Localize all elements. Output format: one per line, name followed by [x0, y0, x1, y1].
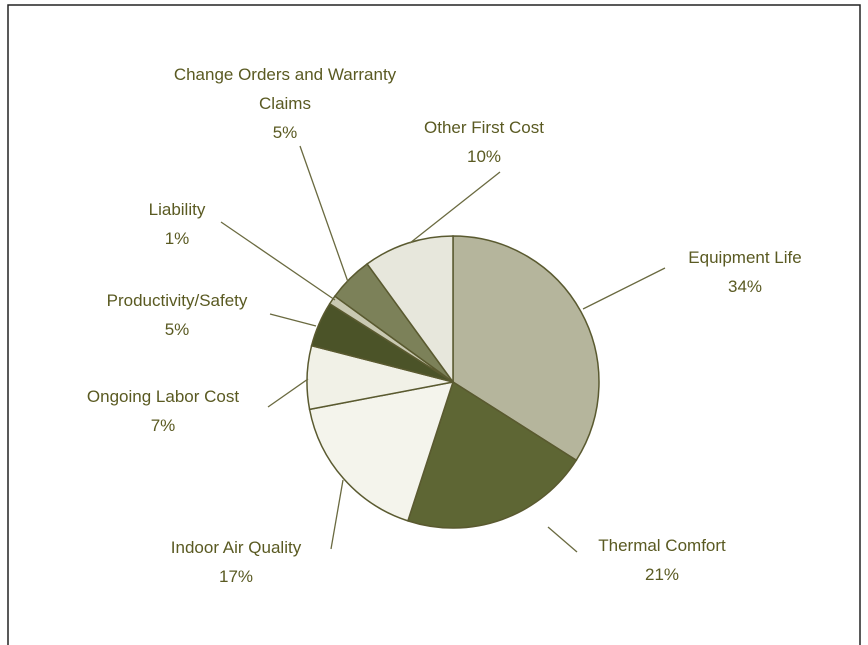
- category-label: Thermal Comfort: [598, 536, 726, 555]
- value-label: 17%: [218, 567, 254, 586]
- leader-line: [409, 171, 501, 244]
- value-label: 21%: [644, 565, 680, 584]
- category-label: Other First Cost: [424, 118, 544, 137]
- category-label: Productivity/Safety: [106, 291, 248, 310]
- slice: [366, 235, 454, 385]
- category-label: Indoor Air Quality: [170, 538, 302, 557]
- slice: [308, 381, 455, 522]
- leader-line: [267, 378, 309, 408]
- value-label: 1%: [164, 229, 190, 248]
- slice-label: Equipment Life 34%: [645, 243, 845, 301]
- leader-line: [299, 145, 349, 283]
- frame: [7, 4, 861, 645]
- slice-label: Other First Cost 10%: [384, 113, 584, 171]
- slice: [406, 380, 578, 529]
- value-label: 7%: [150, 416, 176, 435]
- category-label: Liability: [148, 200, 206, 219]
- leader-line: [330, 479, 344, 550]
- slice-label: Liability 1%: [117, 195, 237, 253]
- slice: [452, 235, 600, 462]
- leader-line: [582, 267, 666, 310]
- slice-label: Change Orders and Warranty Claims 5%: [170, 60, 400, 147]
- value-label: 34%: [727, 277, 763, 296]
- value-label: 5%: [164, 320, 190, 339]
- leader-line: [269, 313, 317, 327]
- category-label: Equipment Life: [688, 248, 802, 267]
- slice-label: Thermal Comfort 21%: [562, 531, 762, 589]
- value-label: 5%: [272, 123, 298, 142]
- slice-label: Productivity/Safety 5%: [67, 286, 287, 344]
- leader-line: [547, 526, 578, 553]
- category-label: Change Orders and Warranty Claims: [173, 65, 397, 113]
- slice-label: Ongoing Labor Cost 7%: [53, 382, 273, 440]
- slice-label: Indoor Air Quality 17%: [126, 533, 346, 591]
- value-label: 10%: [466, 147, 502, 166]
- category-label: Ongoing Labor Cost: [86, 387, 240, 406]
- leader-line: [220, 221, 336, 301]
